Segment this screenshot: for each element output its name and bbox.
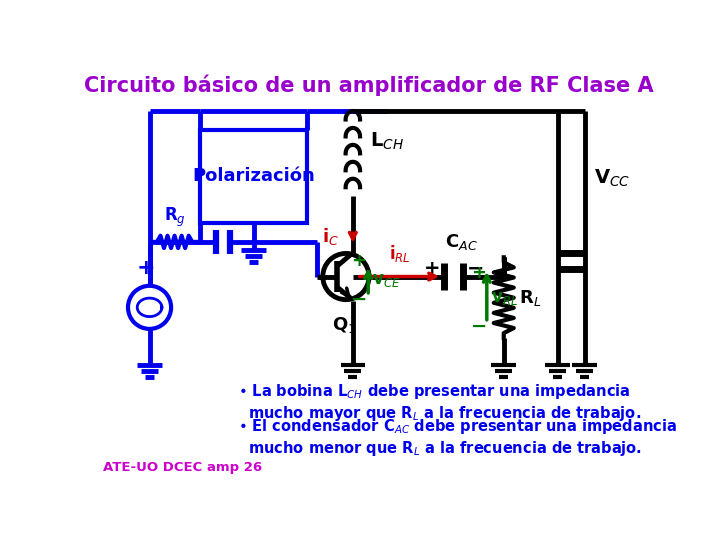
Text: +: + xyxy=(472,264,487,282)
Text: +: + xyxy=(424,259,441,278)
Text: • El condensador C$_{AC}$ debe presentar una impedancia
  mucho menor que R$_L$ : • El condensador C$_{AC}$ debe presentar… xyxy=(238,417,677,458)
Text: R$_g$: R$_g$ xyxy=(163,206,186,229)
Text: L$_{CH}$: L$_{CH}$ xyxy=(370,131,404,152)
Text: i$_C$: i$_C$ xyxy=(322,226,339,247)
Text: −: − xyxy=(351,290,367,309)
Text: ATE-UO DCEC amp 26: ATE-UO DCEC amp 26 xyxy=(104,462,263,475)
Text: v$_{RL}$: v$_{RL}$ xyxy=(492,289,518,307)
Text: Q$_1$: Q$_1$ xyxy=(332,315,356,335)
Text: Circuito básico de un amplificador de RF Clase A: Circuito básico de un amplificador de RF… xyxy=(84,75,654,96)
Text: +: + xyxy=(136,258,155,278)
Text: i$_{RL}$: i$_{RL}$ xyxy=(389,243,410,264)
Text: C$_{AC}$: C$_{AC}$ xyxy=(445,232,478,252)
Text: Polarización: Polarización xyxy=(192,167,315,185)
Text: −: − xyxy=(471,317,487,336)
Text: R$_L$: R$_L$ xyxy=(519,288,541,308)
Text: • La bobina L$_{CH}$ debe presentar una impedancia
  mucho mayor que R$_L$ a la : • La bobina L$_{CH}$ debe presentar una … xyxy=(238,382,642,423)
Text: −: − xyxy=(467,259,484,279)
Text: v$_{CE}$: v$_{CE}$ xyxy=(372,272,400,289)
Bar xyxy=(199,130,307,222)
Text: +: + xyxy=(351,252,366,270)
Text: V$_{CC}$: V$_{CC}$ xyxy=(594,168,630,189)
